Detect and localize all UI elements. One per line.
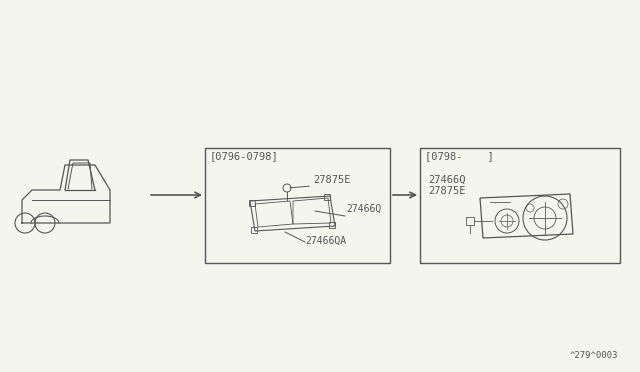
Text: 27466QA: 27466QA bbox=[305, 236, 346, 246]
Bar bbox=[420, 148, 620, 263]
Text: 27466Q: 27466Q bbox=[428, 175, 465, 185]
Text: [0796-0798]: [0796-0798] bbox=[210, 151, 279, 161]
Text: 27466Q: 27466Q bbox=[346, 204, 381, 214]
Bar bbox=[324, 194, 330, 200]
Text: 27875E: 27875E bbox=[428, 186, 465, 196]
Bar bbox=[466, 217, 474, 225]
Text: [0798-    ]: [0798- ] bbox=[425, 151, 493, 161]
Text: 27875E: 27875E bbox=[313, 175, 351, 185]
Text: ^279^0003: ^279^0003 bbox=[570, 351, 618, 360]
Bar bbox=[251, 227, 257, 233]
Bar bbox=[205, 148, 390, 263]
Bar bbox=[249, 200, 255, 206]
Bar bbox=[329, 222, 335, 228]
